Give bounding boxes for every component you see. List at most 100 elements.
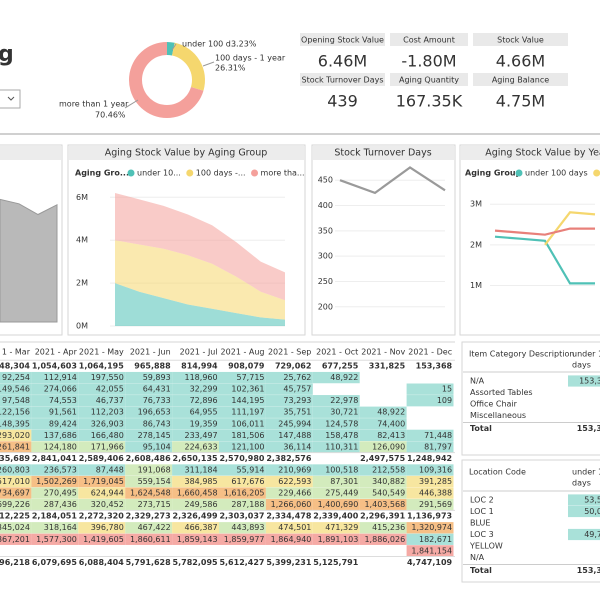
cell-bg xyxy=(312,533,360,545)
cell: 443,893 xyxy=(231,523,264,532)
cell: 32,299 xyxy=(190,385,218,394)
cell-bg xyxy=(0,533,32,545)
cell: 446,388 xyxy=(419,489,452,498)
cell-bg xyxy=(125,475,173,488)
kpi-label: Stock Value xyxy=(497,36,544,45)
cell: 82,413 xyxy=(377,431,405,440)
cell: 118,960 xyxy=(185,373,218,382)
cell-bg xyxy=(265,522,313,534)
cell: 236,573 xyxy=(44,465,77,474)
cell-bg xyxy=(31,395,79,407)
cell-bg xyxy=(265,383,313,395)
cell: 1,577,300 xyxy=(36,535,77,544)
cell-bg xyxy=(406,429,454,441)
cell: 149,546 xyxy=(0,385,30,394)
legend-label: under 10... xyxy=(137,169,181,178)
cell-bg xyxy=(78,487,126,499)
cell: 1,054,603 xyxy=(32,362,77,371)
cell: 15 xyxy=(442,385,452,394)
cell: 249,586 xyxy=(185,500,218,509)
cell: 76,733 xyxy=(143,396,171,405)
cell: 415,236 xyxy=(372,523,405,532)
cell-bg xyxy=(265,418,313,430)
cell: 677,255 xyxy=(322,362,359,371)
cell: 4,747,109 xyxy=(407,558,452,567)
cell-bg xyxy=(0,522,32,534)
cell: 1,064,195 xyxy=(79,362,124,371)
y-tick-label: 3M xyxy=(470,200,482,209)
y-tick-label: 250 xyxy=(318,277,333,286)
cell-bg xyxy=(78,371,126,384)
legend-label: under 100 days xyxy=(525,169,588,178)
cell: 1,136,973 xyxy=(407,512,452,521)
cell-bg xyxy=(125,522,173,534)
cell: 2,334,478 xyxy=(266,512,311,521)
cell-bg xyxy=(265,499,313,511)
cell: 699,226 xyxy=(0,500,30,509)
table-label: Total xyxy=(470,566,492,575)
cell-bg xyxy=(265,487,313,499)
cell-bg xyxy=(78,522,126,534)
cell: 19,359 xyxy=(190,419,218,428)
cell: 210,969 xyxy=(278,465,311,474)
cell: 5,399,231 xyxy=(266,558,311,567)
cell-bg xyxy=(219,406,266,418)
cell: 274,066 xyxy=(44,385,77,394)
legend-marker xyxy=(515,169,523,177)
cell-bg xyxy=(312,395,360,407)
column-header: 2021 - Aug xyxy=(221,348,265,357)
cell: 326,903 xyxy=(91,419,124,428)
table-label: Miscellaneous xyxy=(470,411,526,420)
cell-bg xyxy=(78,429,126,441)
cell: 121,100 xyxy=(231,442,264,451)
leader-line xyxy=(124,99,139,109)
cell-bg xyxy=(172,533,219,545)
y-tick-label: 6M xyxy=(76,193,88,202)
y-tick-label: 0M xyxy=(76,322,88,331)
cell: 97,548 xyxy=(2,396,30,405)
cell: 5,612,427 xyxy=(219,558,264,567)
table-frame xyxy=(461,341,600,456)
cell: 5,125,791 xyxy=(313,558,358,567)
panel-title-bar xyxy=(461,146,600,160)
cell-bg xyxy=(265,475,313,488)
cell-bg xyxy=(78,499,126,511)
table-value: 153,3 xyxy=(579,377,600,386)
cell: 1,860,611 xyxy=(130,535,171,544)
legend-marker xyxy=(251,169,259,177)
cell: 73,293 xyxy=(283,396,311,405)
cell: 102,361 xyxy=(231,385,264,394)
kpi-value: 4.66M xyxy=(496,52,545,71)
legend-label: 100 days -... xyxy=(196,169,246,178)
cell-bg xyxy=(125,406,173,418)
cell-bg xyxy=(172,475,219,488)
cell: 1,886,026 xyxy=(364,535,405,544)
cell-bg xyxy=(31,418,79,430)
cell-bg xyxy=(406,522,454,534)
cell: 622,593 xyxy=(278,477,311,486)
cell: 1,719,045 xyxy=(83,477,124,486)
cell: 1,891,103 xyxy=(318,535,359,544)
cell: 191,068 xyxy=(138,465,171,474)
slicer[interactable] xyxy=(0,89,21,109)
cell-bg xyxy=(31,499,79,511)
cell-bg xyxy=(359,406,407,418)
cell: 92,254 xyxy=(2,373,30,382)
cell: 2,570,980 xyxy=(219,454,264,463)
cell: 74,400 xyxy=(377,419,405,428)
kpi-header xyxy=(390,33,468,46)
cell: 74,553 xyxy=(49,396,77,405)
cell: 2,296,391 xyxy=(360,512,405,521)
kpi-header xyxy=(390,73,468,86)
cell-bg xyxy=(406,395,454,407)
cell-bg xyxy=(219,522,266,534)
cell-bg xyxy=(172,522,219,534)
cell: 48,922 xyxy=(377,408,405,417)
cell-bg xyxy=(31,464,79,476)
cell: 729,062 xyxy=(275,362,311,371)
cell-bg xyxy=(359,464,407,476)
chart-title: Aging Stock Value by Aging Group xyxy=(105,148,268,159)
cell: 6,079,695 xyxy=(32,558,77,567)
cell: 112,203 xyxy=(91,408,124,417)
